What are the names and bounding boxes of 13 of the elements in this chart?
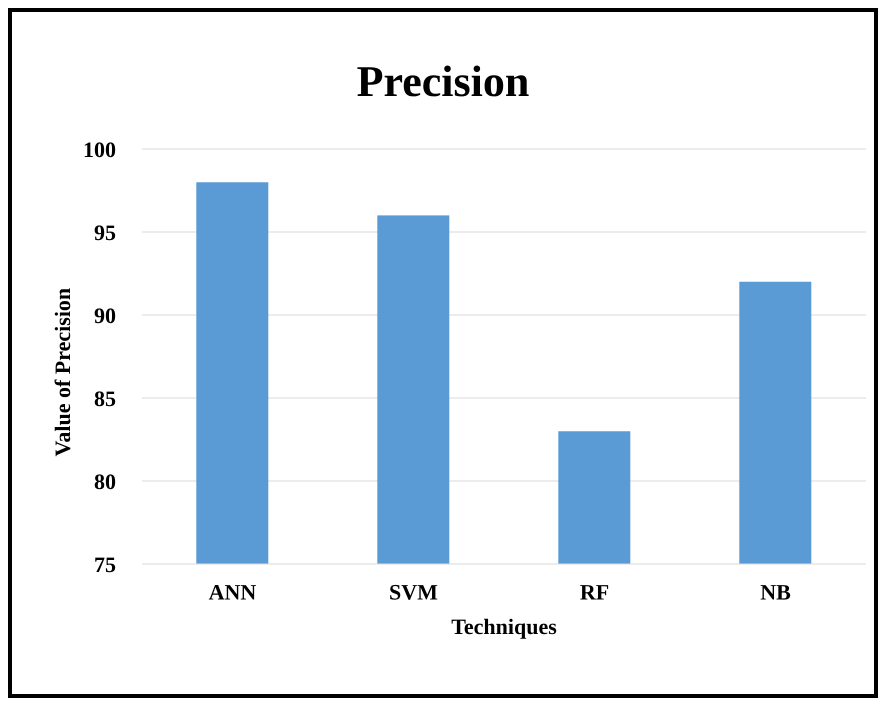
y-axis-title: Value of Precision bbox=[50, 288, 75, 456]
x-axis-title: Techniques bbox=[451, 614, 558, 639]
chart-title: Precision bbox=[356, 56, 530, 107]
x-tick-label: RF bbox=[580, 580, 610, 605]
y-tick-label: 85 bbox=[94, 386, 116, 411]
y-tick-label: 80 bbox=[94, 468, 116, 494]
y-tick-label: 75 bbox=[94, 552, 116, 577]
y-tick-label: 100 bbox=[83, 136, 116, 162]
y-tick-label: 90 bbox=[94, 302, 116, 328]
x-tick-label: NB bbox=[760, 580, 792, 605]
x-tick-label: ANN bbox=[208, 580, 256, 605]
y-tick-label: 95 bbox=[94, 220, 116, 245]
x-tick-label: SVM bbox=[389, 580, 438, 605]
